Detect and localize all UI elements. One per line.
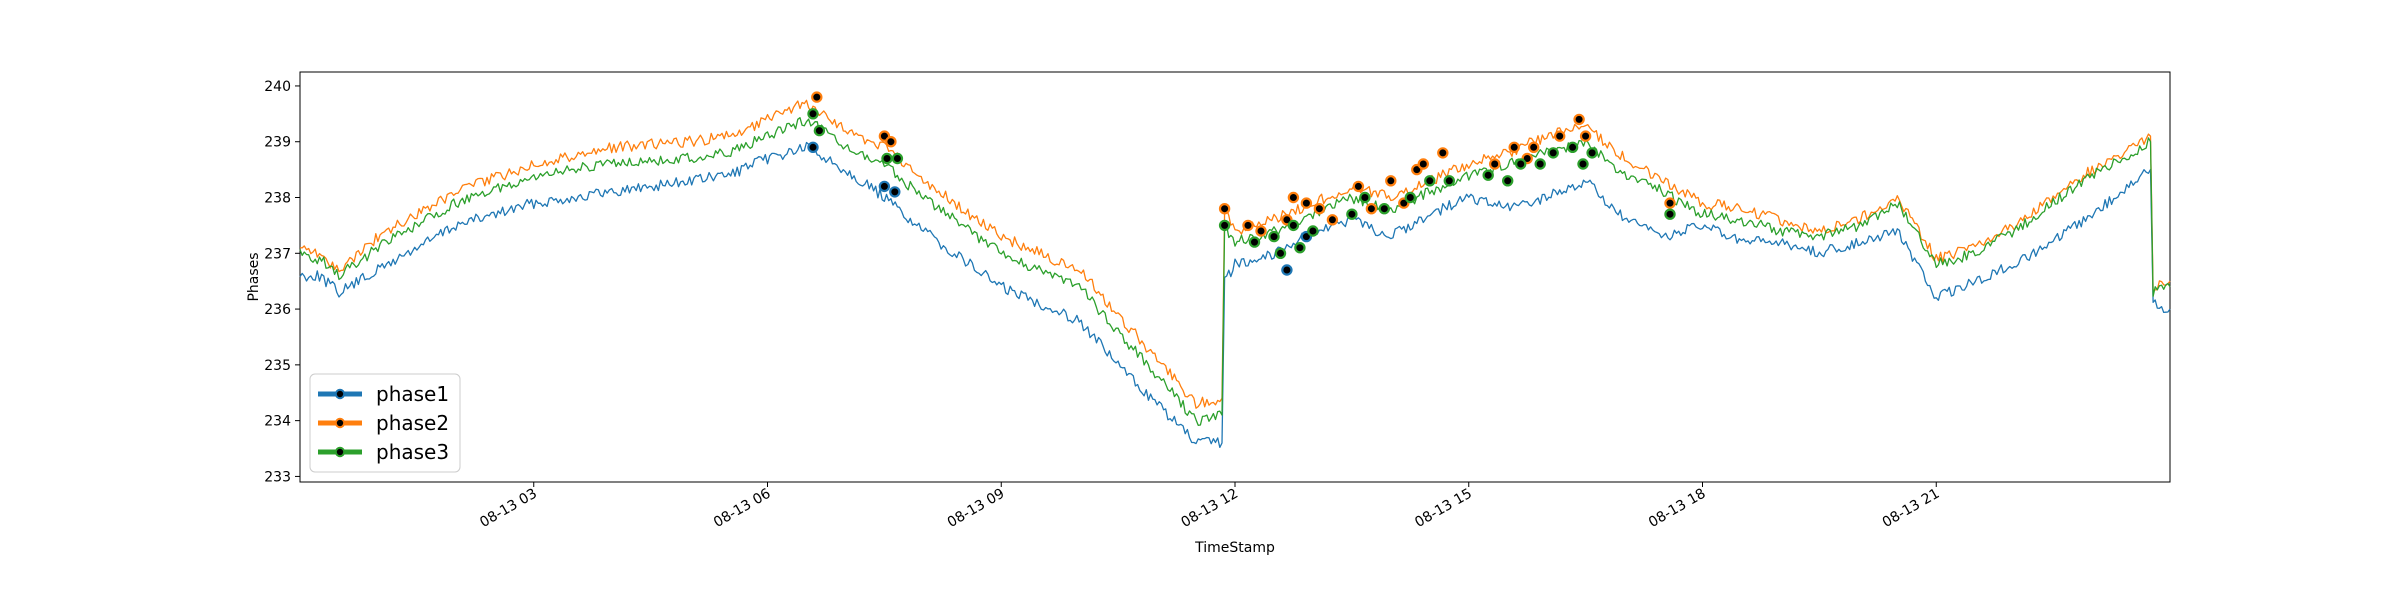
plot-area: [299, 71, 2171, 483]
highlight-point-phase3: [1443, 175, 1456, 187]
highlight-point-phase3: [1534, 158, 1546, 170]
highlight-point-phase1: [1281, 264, 1293, 276]
highlight-point-phase2: [1664, 197, 1676, 209]
highlight-point-phase3: [1378, 202, 1391, 215]
highlight-point-phase2: [1365, 202, 1378, 215]
highlight-point-phase2: [1573, 113, 1585, 126]
highlight-point-phase3: [1586, 147, 1598, 159]
series-line-phase1: [299, 141, 2171, 449]
y-tick-label: 233: [264, 469, 291, 485]
highlight-point-phase3: [1501, 175, 1514, 187]
highlight-point-phase2: [1553, 130, 1566, 142]
highlight-point-phase1: [878, 180, 891, 193]
y-tick-label: 238: [264, 191, 291, 207]
highlight-point-phase2: [1437, 147, 1449, 159]
highlight-point-phase3: [1482, 169, 1494, 181]
highlight-point-phase1: [889, 186, 901, 198]
highlight-point-phase3: [1248, 236, 1261, 248]
x-axis-label: TimeStamp: [1194, 540, 1275, 556]
highlight-point-phase2: [1313, 202, 1326, 215]
legend-marker: [334, 388, 346, 400]
highlight-point-phase3: [891, 152, 904, 165]
series-layer: [299, 99, 2171, 449]
series-line-phase2: [299, 99, 2171, 409]
highlight-point-phase3: [1307, 225, 1319, 237]
highlight-point-phase2: [1255, 225, 1267, 237]
highlight-point-phase2: [1352, 180, 1365, 193]
highlight-point-phase3: [1577, 158, 1589, 170]
highlight-point-phase2: [1385, 175, 1397, 187]
highlight-point-phase3: [1566, 141, 1579, 153]
highlight-point-phase3: [1514, 158, 1527, 170]
marker-layer: [807, 91, 1676, 276]
highlight-point-phase3: [1404, 191, 1417, 204]
legend-entry-phase2: phase2: [318, 411, 449, 435]
legend-label: phase1: [376, 382, 449, 406]
plot-frame: [299, 71, 2171, 483]
highlight-point-phase3: [881, 152, 893, 165]
y-tick-label: 234: [264, 414, 291, 430]
highlight-point-phase2: [885, 135, 897, 148]
highlight-point-phase2: [1508, 141, 1520, 153]
highlight-point-phase3: [1287, 219, 1300, 232]
highlight-point-phase2: [1488, 158, 1501, 170]
legend-entry-phase1: phase1: [318, 382, 449, 406]
highlight-point-phase3: [1424, 175, 1436, 187]
legend-box: [309, 373, 461, 473]
legend-marker: [334, 417, 346, 429]
highlight-point-phase2: [1527, 141, 1540, 153]
highlight-point-phase1: [807, 141, 819, 153]
highlight-point-phase2: [811, 91, 823, 103]
legend-entry-phase3: phase3: [318, 440, 449, 464]
highlight-point-phase3: [813, 124, 826, 137]
highlight-point-phase2: [1242, 219, 1254, 232]
legend: phase1 phase2 phase3: [309, 373, 461, 473]
highlight-point-phase3: [1294, 241, 1306, 254]
y-tick-label: 239: [264, 135, 291, 151]
y-tick-label: 237: [264, 246, 291, 262]
highlight-point-phase2: [1579, 130, 1592, 142]
highlight-point-phase3: [1346, 208, 1358, 220]
legend-label: phase2: [376, 411, 449, 435]
series-line-phase3: [299, 117, 2171, 426]
y-tick-label: 240: [264, 79, 291, 95]
highlight-point-phase2: [1218, 202, 1231, 215]
highlight-point-phase3: [1268, 230, 1280, 243]
highlight-point-phase2: [1300, 197, 1313, 209]
legend-label: phase3: [376, 440, 449, 464]
highlight-point-phase3: [1359, 191, 1371, 204]
y-axis: 233 234 235 236 237 238 239 240: [264, 79, 300, 485]
y-tick-label: 236: [264, 302, 291, 318]
y-axis-label: Phases: [246, 252, 262, 301]
highlight-point-phase3: [1664, 208, 1676, 220]
highlight-point-phase2: [1287, 191, 1300, 204]
highlight-point-phase3: [1218, 219, 1231, 232]
highlight-point-phase2: [1326, 214, 1339, 226]
highlight-point-phase2: [1417, 158, 1430, 170]
legend-marker: [334, 446, 346, 458]
y-tick-label: 235: [264, 358, 291, 374]
highlight-point-phase3: [1274, 247, 1287, 259]
highlight-point-phase3: [1547, 147, 1559, 159]
highlight-point-phase3: [807, 108, 819, 120]
